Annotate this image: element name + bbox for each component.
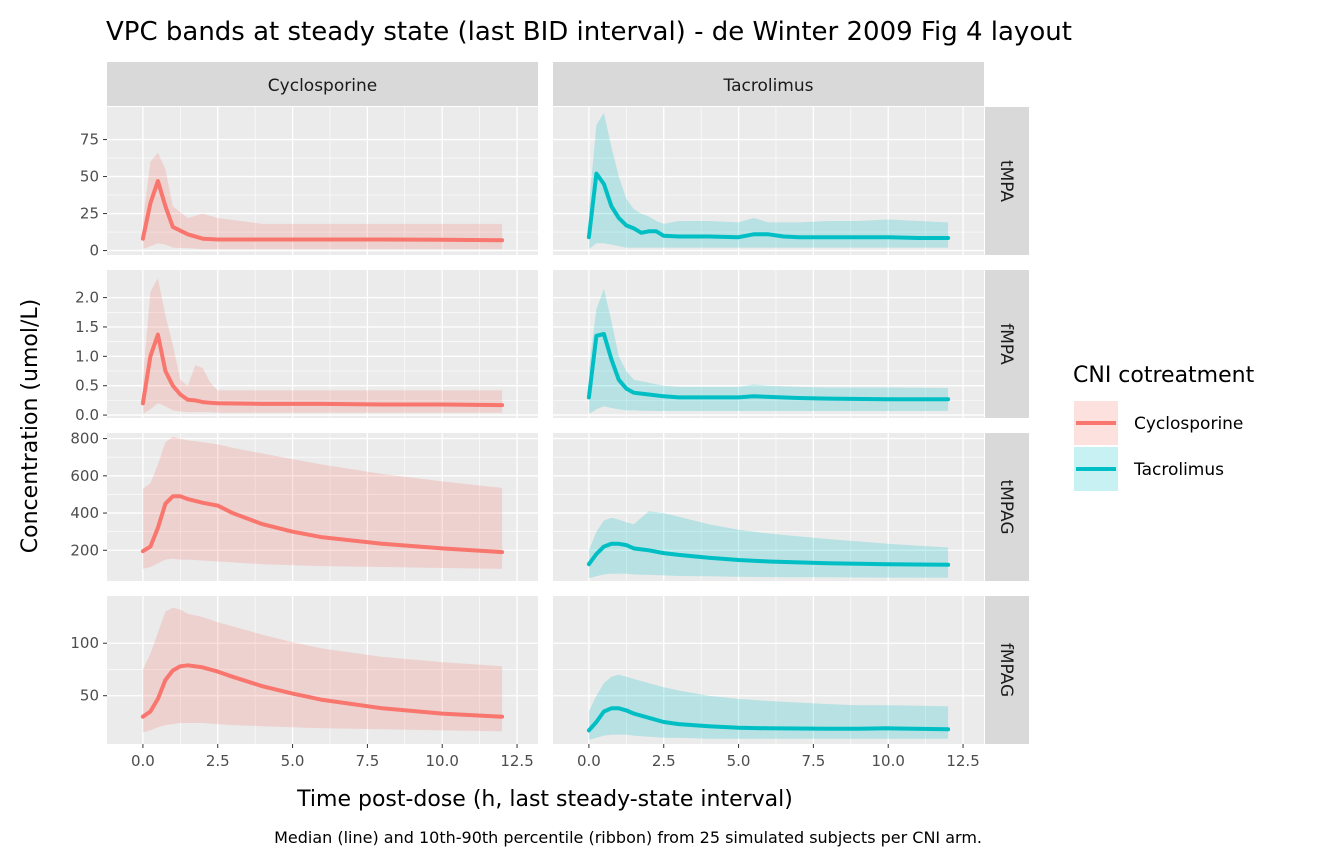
median-line <box>586 706 951 733</box>
facet-panel <box>553 107 984 255</box>
x-tick-label: 5.0 <box>727 752 751 770</box>
y-tick-label: 1.0 <box>75 347 99 365</box>
column-strip <box>553 62 984 106</box>
median-line <box>140 179 505 243</box>
y-tick-label: 25 <box>80 205 99 223</box>
percentile-ribbon <box>142 152 503 250</box>
median-line <box>586 541 951 567</box>
median-line <box>586 332 951 402</box>
facet-panel <box>553 433 984 581</box>
panel-background <box>553 107 984 255</box>
facet-panel: 200 400 600 800 <box>70 430 538 581</box>
median-line <box>586 171 951 240</box>
y-tick-label: 50 <box>80 687 99 705</box>
chart-caption: Median (line) and 10th-90th percentile (… <box>274 828 982 847</box>
x-tick-label: 7.5 <box>801 752 825 770</box>
row-strip-label: fMPAG <box>996 643 1016 697</box>
y-axis-label: Concentration (umol/L) <box>18 299 43 553</box>
x-tick-label: 12.5 <box>946 752 979 770</box>
panel-background <box>553 596 984 744</box>
facet-panel: 0.0 0.5 1.0 1.5 2.0 <box>75 270 538 424</box>
facet-panels: Cyclosporine Tacrolimus tMPA 0 25 50 75 fMPA 0.0… <box>70 62 1029 770</box>
column-strip-label: Cyclosporine <box>268 76 377 96</box>
panel-background <box>107 596 538 744</box>
legend-label: Tacrolimus <box>1133 460 1224 480</box>
x-tick-label: 5.0 <box>281 752 305 770</box>
chart-title: VPC bands at steady state (last BID inte… <box>106 17 1072 47</box>
panel-background <box>107 433 538 581</box>
percentile-ribbon <box>142 607 503 733</box>
legend-entry: Cyclosporine <box>1073 400 1243 446</box>
x-axis-label: Time post-dose (h, last steady-state int… <box>296 787 793 812</box>
y-tick-label: 0.5 <box>75 377 99 395</box>
panel-background <box>553 433 984 581</box>
y-tick-label: 400 <box>70 504 99 522</box>
legend-title: CNI cotreatment <box>1073 363 1255 388</box>
x-tick-label: 12.5 <box>500 752 533 770</box>
percentile-ribbon <box>588 112 949 250</box>
percentile-ribbon <box>142 278 503 414</box>
y-tick-label: 75 <box>80 131 99 149</box>
facet-panel: 0.0 2.5 5.0 7.5 10.0 12.5 <box>553 596 984 770</box>
x-tick-label: 7.5 <box>355 752 379 770</box>
y-tick-label: 0.0 <box>75 406 99 424</box>
row-strip-label: tMPA <box>996 160 1016 202</box>
x-tick-label: 0.0 <box>131 752 155 770</box>
legend: CNI cotreatment Cyclosporine Tacrolimus <box>1073 363 1255 492</box>
legend-label: Cyclosporine <box>1134 414 1243 434</box>
row-strip <box>985 596 1029 744</box>
median-line <box>140 494 505 555</box>
y-tick-label: 200 <box>70 541 99 559</box>
facet-panel: 0 25 50 75 <box>80 107 538 260</box>
y-tick-label: 600 <box>70 467 99 485</box>
y-tick-label: 0 <box>89 242 99 260</box>
row-strip-label: fMPA <box>996 323 1016 365</box>
percentile-ribbon <box>588 511 949 579</box>
facet-panel <box>553 270 984 418</box>
y-tick-label: 100 <box>70 634 99 652</box>
row-strip-label: tMPAG <box>996 479 1016 534</box>
row-strip <box>985 270 1029 418</box>
y-tick-label: 2.0 <box>75 289 99 307</box>
y-tick-label: 800 <box>70 430 99 448</box>
legend-entry: Tacrolimus <box>1073 446 1224 492</box>
y-tick-label: 50 <box>80 168 99 186</box>
row-strip <box>985 433 1029 581</box>
row-strip <box>985 107 1029 255</box>
panel-background <box>553 270 984 418</box>
x-tick-label: 10.0 <box>872 752 905 770</box>
x-tick-label: 2.5 <box>206 752 230 770</box>
facet-panel: 50 100 0.0 2.5 5.0 7.5 10.0 12.5 <box>70 596 538 770</box>
median-line <box>140 332 505 408</box>
median-line <box>140 663 505 719</box>
percentile-ribbon <box>142 436 503 569</box>
x-tick-label: 2.5 <box>652 752 676 770</box>
percentile-ribbon <box>588 288 949 414</box>
y-tick-label: 1.5 <box>75 318 99 336</box>
x-tick-label: 0.0 <box>577 752 601 770</box>
column-strip <box>107 62 538 106</box>
column-strip-label: Tacrolimus <box>723 76 814 96</box>
x-tick-label: 10.0 <box>426 752 459 770</box>
